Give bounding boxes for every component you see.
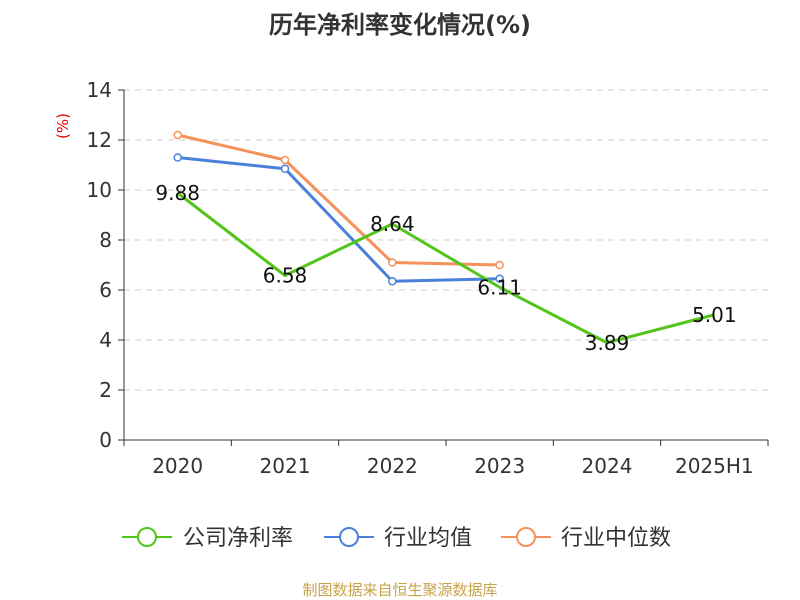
grid xyxy=(124,89,768,391)
series-point xyxy=(173,153,182,162)
source-footer: 制图数据来自恒生聚源数据库 xyxy=(302,581,497,599)
data-label: 9.88 xyxy=(155,181,200,205)
y-tick-label: 12 xyxy=(87,128,112,152)
y-tick-label: 0 xyxy=(99,428,112,452)
legend-marker xyxy=(339,527,359,547)
y-tick-label: 2 xyxy=(99,378,112,402)
series-point xyxy=(388,258,397,267)
legend-label: 行业中位数 xyxy=(561,526,671,551)
x-tick-label: 2023 xyxy=(474,454,525,478)
series-point xyxy=(388,277,397,286)
series-point xyxy=(495,260,504,270)
data-label: 3.89 xyxy=(585,331,630,355)
legend-marker xyxy=(516,527,536,547)
x-tick-label: 2020 xyxy=(152,454,203,478)
y-tick-label: 4 xyxy=(99,328,112,352)
series-line xyxy=(177,133,500,267)
legend-marker xyxy=(137,527,157,547)
x-tick-label: 2022 xyxy=(367,454,418,478)
series-point xyxy=(495,274,504,283)
series-point xyxy=(280,164,290,173)
chart-title: 历年净利率变化情况(%) xyxy=(269,11,531,39)
x-tick-label: 2021 xyxy=(260,454,311,478)
y-tick-label: 8 xyxy=(99,228,112,252)
x-tick-label: 2025H1 xyxy=(675,454,754,478)
x-tick-label: 2024 xyxy=(582,454,633,478)
legend: 公司净利率 行业均值 行业中位数 xyxy=(122,526,671,551)
series-layer xyxy=(173,130,715,345)
series-point xyxy=(280,155,290,165)
series-line xyxy=(177,156,500,283)
series-point xyxy=(173,130,182,140)
y-axis-label: (%) xyxy=(54,113,72,139)
y-tick-label: 10 xyxy=(87,178,112,202)
legend-label: 行业均值 xyxy=(384,526,472,551)
y-tick-label: 6 xyxy=(99,278,112,302)
axes: 0 2 4 6 8 10 12 14 2020 2021 2022 2023 2024 2025H1 xyxy=(87,78,769,478)
data-label: 5.01 xyxy=(692,303,737,327)
series-line xyxy=(176,191,715,345)
legend-label: 公司净利率 xyxy=(183,526,293,551)
data-labels: 9.88 6.58 8.64 6.11 3.89 5.01 xyxy=(155,181,736,355)
data-label: 8.64 xyxy=(370,212,415,236)
y-tick-label: 14 xyxy=(87,78,112,102)
data-label: 6.11 xyxy=(477,275,522,299)
data-label: 6.58 xyxy=(263,264,308,288)
